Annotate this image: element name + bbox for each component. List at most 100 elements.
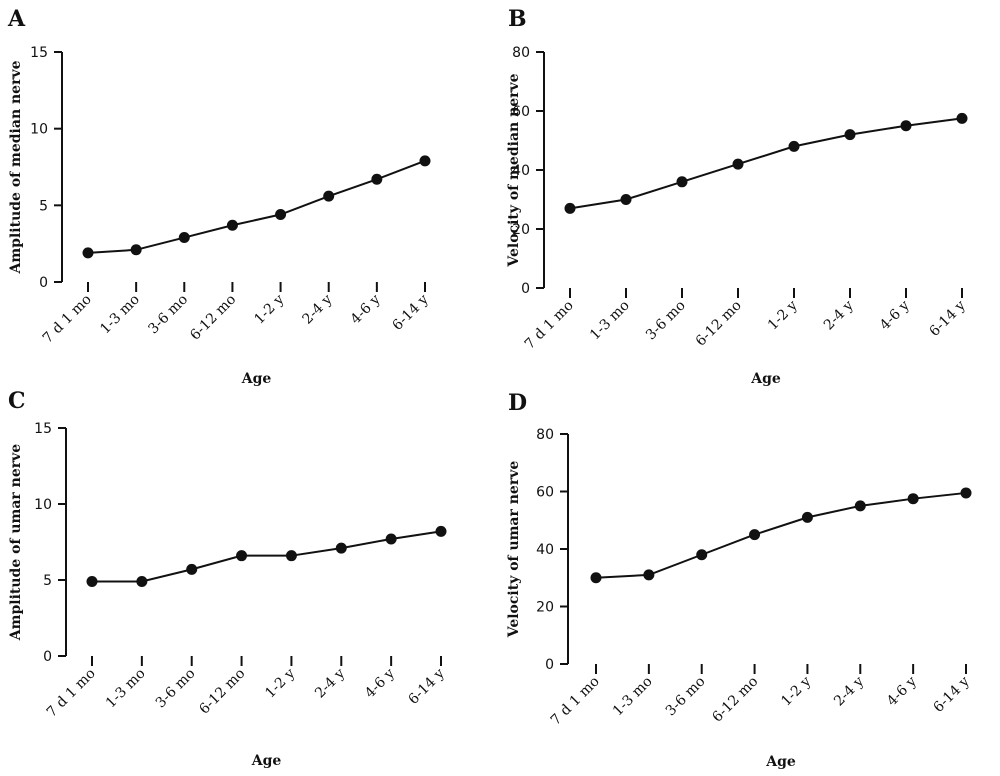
panel-c: C 0 5 10 15 7 d 1 mo 1-3 mo 3-6 mo 6-12 mo 1-2 y 2…	[0, 388, 500, 776]
y-tick-label: 40	[536, 542, 554, 558]
panel-letter: C	[8, 388, 26, 414]
x-tick-label: 1-3 mo	[587, 298, 633, 344]
data-point	[676, 176, 688, 188]
data-point	[620, 194, 632, 205]
y-tick-label: 15	[30, 45, 48, 61]
y-tick-label: 60	[536, 485, 554, 501]
x-tick-label: 6-14 y	[927, 297, 969, 339]
data-point	[275, 209, 287, 221]
data-point	[788, 140, 800, 152]
y-tick-label: 20	[536, 600, 554, 616]
x-tick-label: 1-2 y	[251, 291, 287, 327]
y-tick-label: 10	[34, 497, 52, 513]
x-tick-label: 6-14 y	[406, 665, 448, 707]
series-line	[595, 491, 967, 579]
data-point	[385, 533, 397, 545]
x-tick-label: 1-3 mo	[610, 674, 656, 720]
y-tick-label: 20	[512, 222, 530, 238]
x-axis-title: Age	[765, 754, 796, 770]
chart-svg: C 0 5 10 15 7 d 1 mo 1-3 mo 3-6 mo6-12 mo 1-2 y 2…	[8, 388, 448, 769]
y-tick-label: 80	[512, 45, 530, 61]
y-tick-label: 80	[536, 427, 554, 443]
y-tick-label: 5	[43, 573, 52, 589]
data-point	[844, 129, 856, 141]
y-tick-label: 0	[43, 649, 52, 665]
x-tick-label: 6-12 mo	[693, 298, 745, 350]
x-tick-label: 1-2 y	[262, 665, 298, 701]
series-line	[87, 159, 426, 254]
x-axis-title: Age	[750, 371, 781, 387]
chart-svg: D 0 20 40 60 80 7 d 1 mo 1-3 mo 3-6 mo 6-12 mo 1-2…	[506, 390, 973, 770]
data-point	[960, 487, 972, 499]
panel-b: B 0 20 40 60 80 7 d 1 mo 1-3 mo 3-6 mo 6-12 mo 1-2…	[500, 0, 1000, 388]
y-tick-label: 60	[512, 104, 530, 120]
series-line	[92, 530, 442, 583]
y-axis-title: Amplitude of umar nerve	[8, 444, 24, 641]
x-tick-label: 6-12 mo	[709, 674, 761, 726]
y-tick-label: 15	[34, 421, 52, 437]
x-tick-label: 7 d 1 mo	[548, 674, 603, 729]
x-tick-label: 3-6 mo	[643, 298, 689, 344]
data-point	[900, 120, 912, 132]
data-point	[749, 529, 761, 541]
x-tick-label: 2-4 y	[312, 665, 348, 701]
x-tick-label: 7 d 1 mo	[522, 298, 577, 353]
y-axis-title: Velocity of median nerve	[506, 73, 522, 267]
data-point	[643, 569, 655, 581]
x-tick-label: 2-4 y	[831, 673, 867, 709]
panel-d: D 0 20 40 60 80 7 d 1 mo 1-3 mo 3-6 mo 6-12 mo 1-2…	[500, 388, 1000, 776]
data-point	[226, 219, 238, 231]
data-point	[696, 549, 708, 561]
series-line	[569, 117, 963, 210]
y-tick-label: 0	[521, 281, 530, 297]
x-tick-label: 6-14 y	[390, 291, 432, 333]
x-tick-label: 4-6 y	[362, 665, 398, 701]
data-point	[801, 511, 813, 523]
data-point	[590, 572, 602, 584]
data-point	[371, 173, 383, 185]
x-tick-label: 1-2 y	[765, 297, 801, 333]
y-tick-label: 10	[30, 122, 48, 138]
panel-letter: B	[508, 6, 527, 32]
x-tick-label: 4-6 y	[884, 673, 920, 709]
data-point	[285, 550, 297, 562]
x-tick-label: 1-3 mo	[97, 292, 143, 338]
data-point	[435, 525, 447, 537]
x-axis-title: Age	[251, 753, 282, 769]
data-point	[130, 244, 142, 256]
y-axis-title: Amplitude of median nerve	[8, 60, 24, 274]
panel-letter: D	[508, 390, 527, 416]
x-tick-label: 3-6 mo	[153, 666, 199, 712]
x-tick-label: 2-4 y	[300, 291, 336, 327]
x-tick-label: 2-4 y	[821, 297, 857, 333]
x-axis-title: Age	[241, 371, 272, 387]
chart-svg: A 0 5 10 15 7 d 1 mo 1-3 mo 3-6 mo6-12 mo 1-2 y 2…	[7, 6, 432, 387]
data-point	[178, 232, 190, 244]
x-tick-label: 4-6 y	[877, 297, 913, 333]
data-point	[854, 500, 866, 512]
y-axis-title: Velocity of umar nerve	[506, 461, 522, 639]
panel-letter: A	[7, 6, 26, 32]
data-point	[186, 563, 198, 575]
data-point	[136, 576, 148, 588]
data-point	[732, 158, 744, 170]
data-point	[564, 202, 576, 214]
y-tick-label: 0	[39, 275, 48, 291]
x-tick-label: 7 d 1 mo	[44, 666, 99, 721]
x-tick-label: 6-12 mo	[196, 666, 248, 718]
data-point	[82, 247, 94, 259]
x-tick-label: 6-14 y	[931, 673, 973, 715]
data-point	[236, 550, 248, 562]
x-tick-label: 6-12 mo	[187, 292, 239, 344]
x-tick-label: 4-6 y	[348, 291, 384, 327]
x-tick-label: 3-6 mo	[663, 674, 709, 720]
y-tick-label: 0	[545, 657, 554, 673]
data-point	[956, 112, 968, 124]
panel-a: A 0 5 10 15 7 d 1 mo 1-3 mo 3-6 mo 6-12 mo 1-2 y 2…	[0, 0, 500, 388]
chart-svg: B 0 20 40 60 80 7 d 1 mo 1-3 mo 3-6 mo 6-12 mo 1-2…	[506, 6, 969, 387]
x-tick-label: 1-2 y	[778, 673, 814, 709]
data-point	[323, 190, 335, 202]
y-tick-label: 40	[512, 163, 530, 179]
x-tick-label: 7 d 1 mo	[40, 292, 95, 347]
x-tick-label: 3-6 mo	[145, 292, 191, 338]
